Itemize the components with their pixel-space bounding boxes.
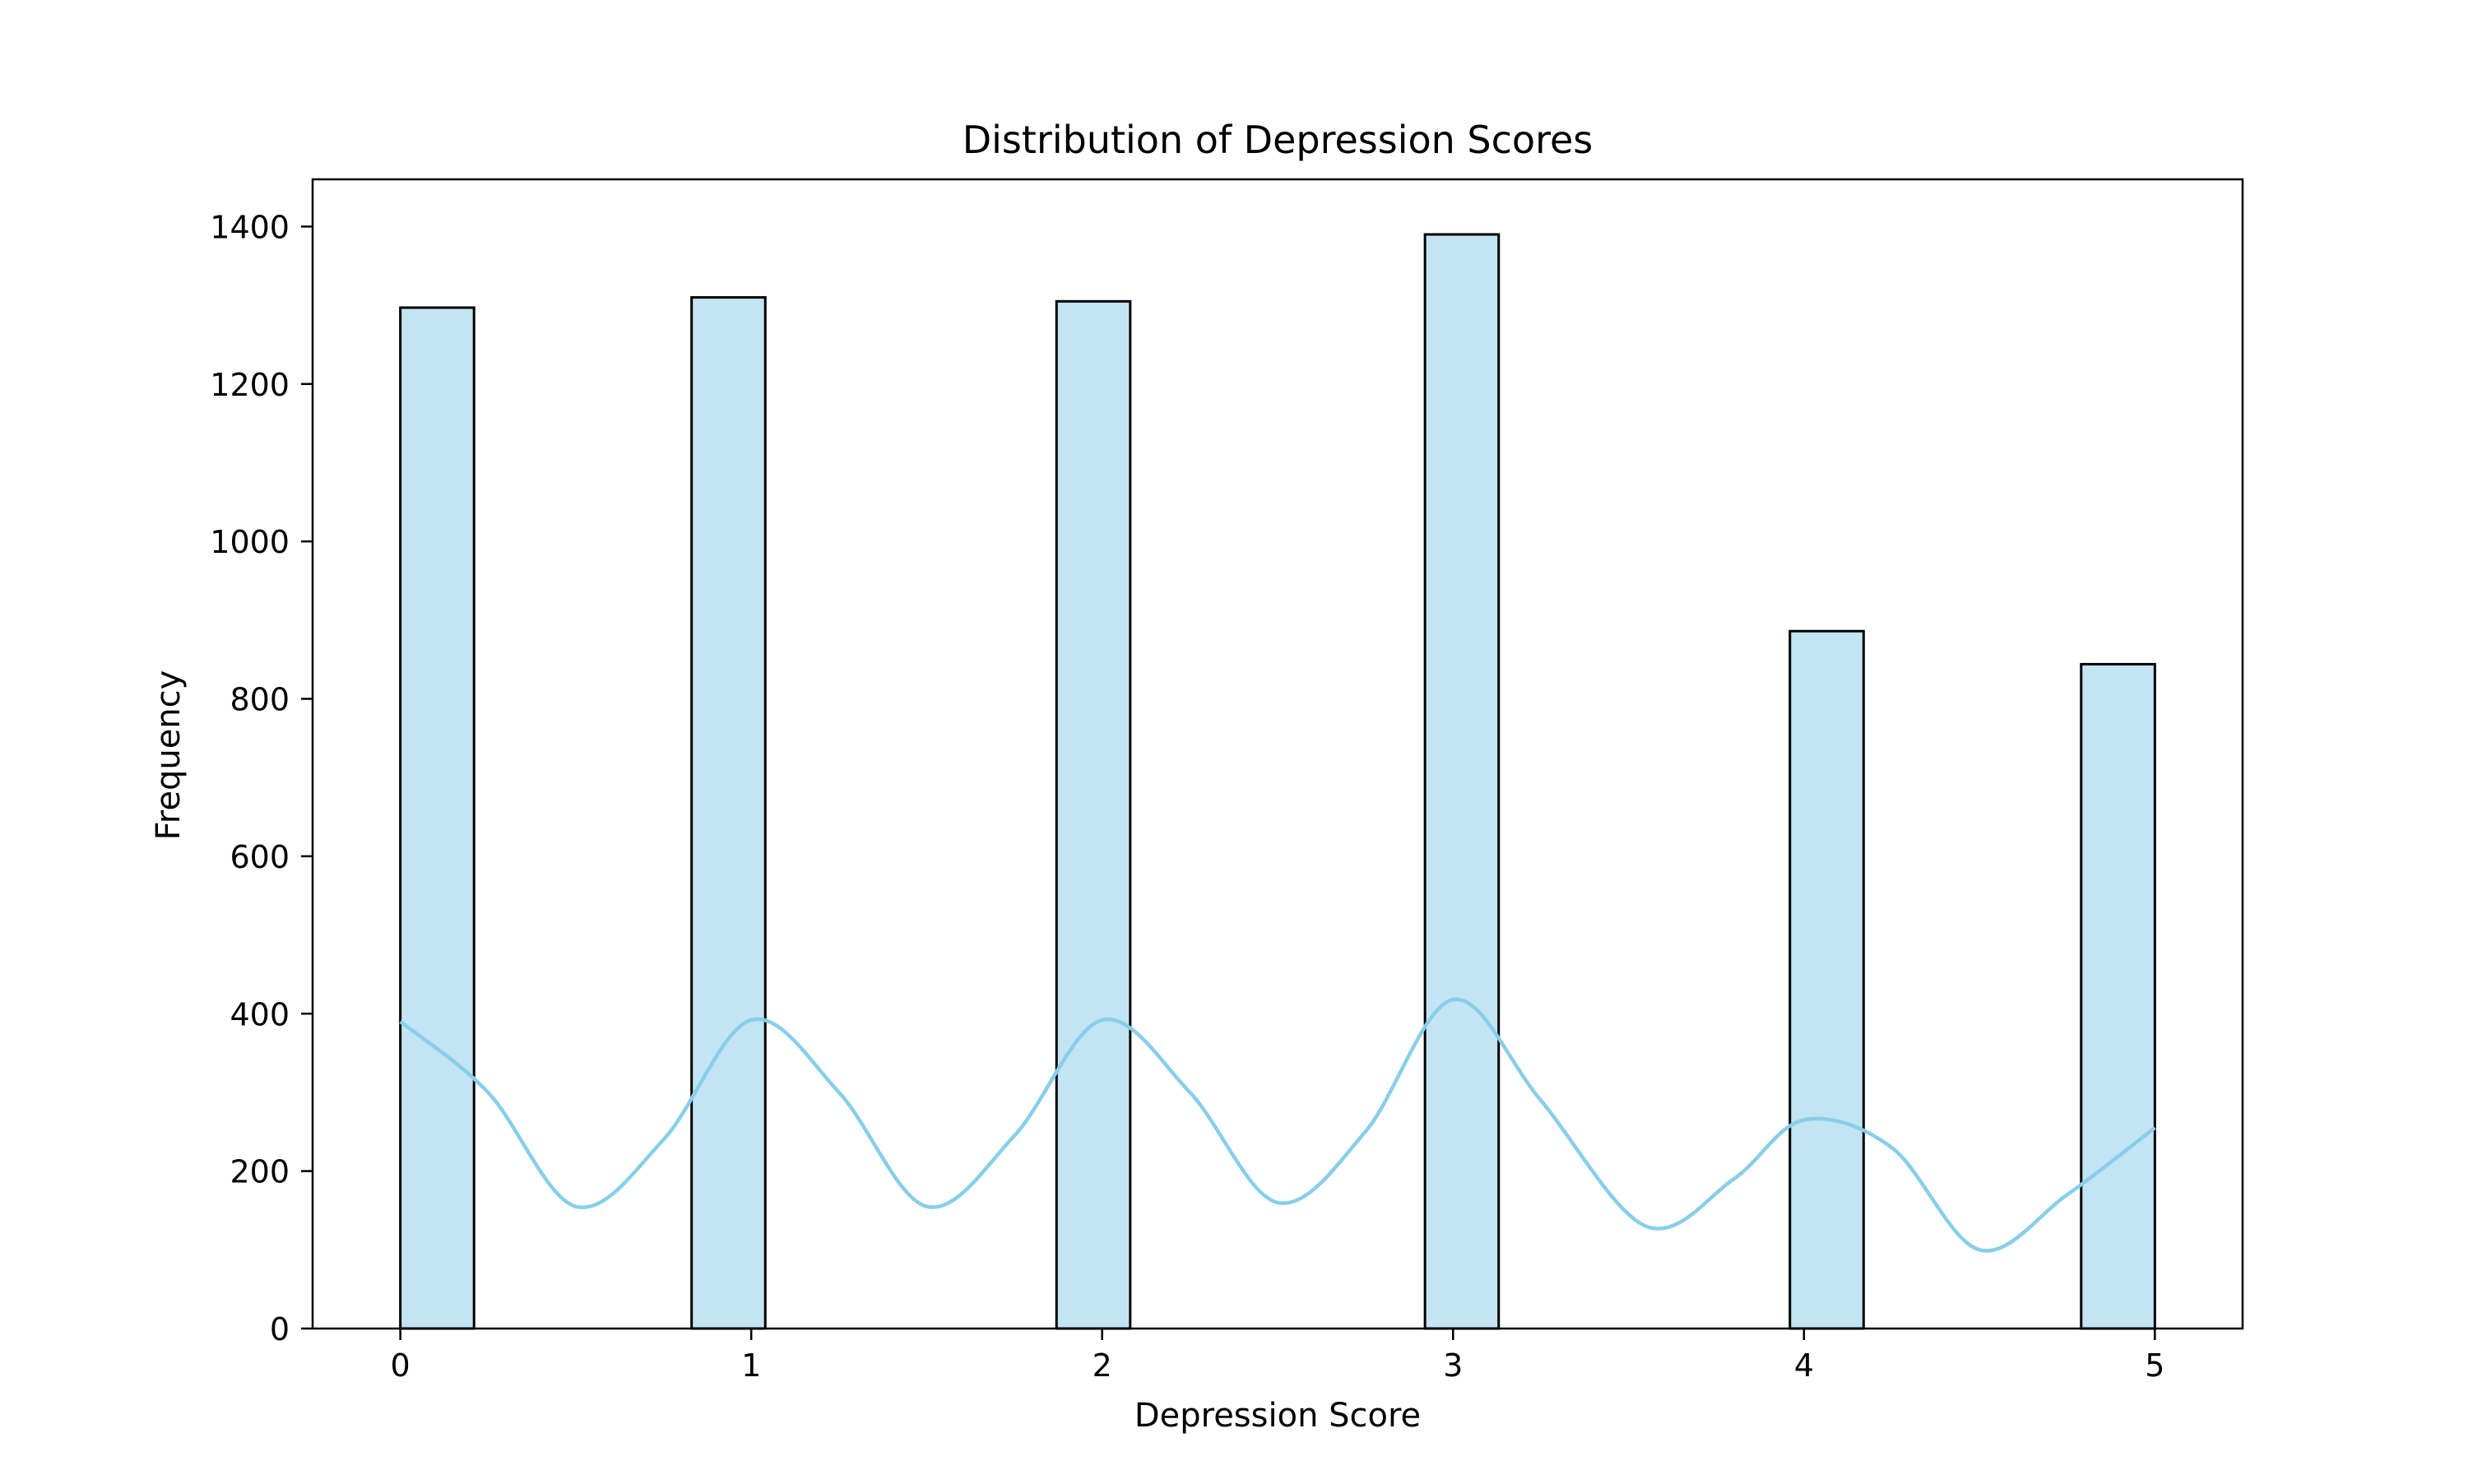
y-tick-label-400: 400 (230, 996, 290, 1032)
kde-line (399, 997, 2156, 1253)
bar-3 (1423, 233, 1501, 1330)
y-axis: 0 200 400 600 800 1000 1200 1400 (210, 209, 313, 1347)
bar-0 (399, 306, 476, 1330)
x-tick-label-1: 1 (741, 1347, 761, 1384)
bars-layer (399, 233, 2156, 1330)
bar-2 (1055, 299, 1132, 1330)
y-tick-label-1000: 1000 (210, 524, 290, 560)
x-tick-label-5: 5 (2145, 1347, 2164, 1384)
y-tick-label-200: 200 (230, 1154, 290, 1190)
plot-frame (311, 178, 2244, 1330)
x-tick-label-3: 3 (1443, 1347, 1463, 1384)
y-tick-label-1200: 1200 (210, 367, 290, 403)
x-tick-label-4: 4 (1794, 1347, 1814, 1384)
x-tick-label-0: 0 (391, 1347, 411, 1384)
kde-layer (399, 997, 2156, 1253)
bar-4 (1788, 629, 1865, 1330)
y-axis-label: Frequency (150, 670, 188, 841)
y-tick-label-1400: 1400 (210, 209, 290, 245)
y-tick-label-600: 600 (230, 839, 290, 875)
bar-1 (690, 296, 767, 1330)
y-tick-label-0: 0 (270, 1311, 290, 1347)
bar-5 (2080, 662, 2156, 1330)
chart-title: Distribution of Depression Scores (963, 118, 1594, 162)
x-tick-label-2: 2 (1093, 1347, 1112, 1384)
x-axis: 0 1 2 3 4 5 (391, 1329, 2164, 1384)
y-tick-label-800: 800 (230, 682, 290, 718)
x-axis-label: Depression Score (1134, 1397, 1421, 1435)
